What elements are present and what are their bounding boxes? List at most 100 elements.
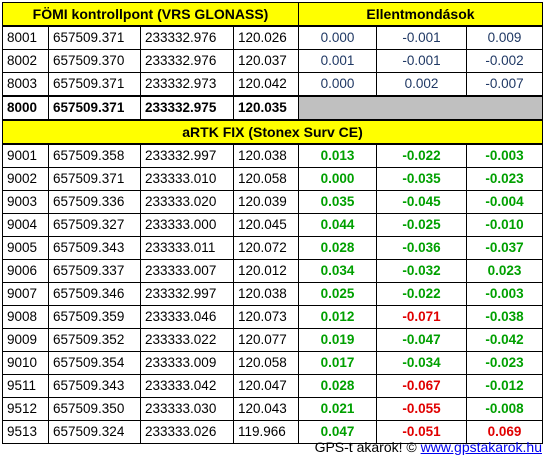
diff-y: 0.002 xyxy=(376,72,467,97)
diff-h: -0.002 xyxy=(466,49,543,73)
diff-x: 0.034 xyxy=(298,259,377,283)
diff-h: -0.012 xyxy=(466,374,543,398)
point-id: 9003 xyxy=(2,190,49,214)
diff-x: 0.000 xyxy=(298,167,377,191)
control-row: 8001 657509.371 233332.976 120.026 0.000 -0.0… xyxy=(2,25,543,50)
point-id: 9009 xyxy=(2,328,49,352)
diff-y: -0.045 xyxy=(376,190,467,214)
diff-y: -0.036 xyxy=(376,236,467,260)
coord-x: 657509.358 xyxy=(48,143,141,168)
diff-h: -0.004 xyxy=(466,190,543,214)
coord-x: 657509.350 xyxy=(48,397,141,421)
coord-h: 120.043 xyxy=(233,397,299,421)
diff-h: -0.023 xyxy=(466,167,543,191)
coord-x: 657509.354 xyxy=(48,351,141,375)
coord-y: 233332.976 xyxy=(140,25,234,50)
diff-y: -0.001 xyxy=(376,25,467,50)
coord-x: 657509.352 xyxy=(48,328,141,352)
diff-y: -0.047 xyxy=(376,328,467,352)
diff-x: 0.019 xyxy=(298,328,377,352)
coord-y: 233333.046 xyxy=(140,305,234,329)
coord-x: 657509.371 xyxy=(48,25,141,50)
artk-row: 9004 657509.327 233333.000 120.045 0.044 -0.0… xyxy=(2,213,543,237)
coord-y: 233332.975 xyxy=(140,95,234,121)
diff-h: -0.003 xyxy=(466,282,543,306)
diff-x: 0.000 xyxy=(298,25,377,50)
coord-y: 233333.020 xyxy=(140,190,234,214)
artk-row: 9005 657509.343 233333.011 120.072 0.028 -0.0… xyxy=(2,236,543,260)
diff-x: 0.035 xyxy=(298,190,377,214)
diff-y: -0.032 xyxy=(376,259,467,283)
diff-h: 0.009 xyxy=(466,25,543,50)
point-id: 9002 xyxy=(2,167,49,191)
point-id: 9001 xyxy=(2,143,49,168)
coord-y: 233332.973 xyxy=(140,72,234,97)
diff-h: -0.037 xyxy=(466,236,543,260)
coord-h: 120.037 xyxy=(233,49,299,73)
diff-x: 0.028 xyxy=(298,374,377,398)
diff-h: 0.023 xyxy=(466,259,543,283)
diff-h: -0.038 xyxy=(466,305,543,329)
point-id: 8003 xyxy=(2,72,49,97)
diff-x: 0.028 xyxy=(298,236,377,260)
control-row: 8003 657509.371 233332.973 120.042 0.000 0.00… xyxy=(2,72,543,97)
mean-row-blank xyxy=(298,95,543,121)
diff-y: -0.055 xyxy=(376,397,467,421)
artk-row: 9008 657509.359 233333.046 120.073 0.012 -0.0… xyxy=(2,305,543,329)
coord-h: 120.035 xyxy=(233,95,299,121)
coord-y: 233333.010 xyxy=(140,167,234,191)
section-header-row: aRTK FIX (Stonex Surv CE) xyxy=(2,119,543,145)
coord-x: 657509.370 xyxy=(48,49,141,73)
point-id: 9010 xyxy=(2,351,49,375)
table-body: FÖMI kontrollpont (VRS GLONASS) Ellentmo… xyxy=(2,2,543,444)
coord-h: 120.012 xyxy=(233,259,299,283)
coord-h: 119.966 xyxy=(233,420,299,444)
footer-text: GPS-t akarok! © xyxy=(314,439,421,455)
point-id: 8001 xyxy=(2,25,49,50)
coord-y: 233333.007 xyxy=(140,259,234,283)
header-row: FÖMI kontrollpont (VRS GLONASS) Ellentmo… xyxy=(2,2,543,27)
diff-x: 0.044 xyxy=(298,213,377,237)
diff-y: -0.034 xyxy=(376,351,467,375)
coord-h: 120.039 xyxy=(233,190,299,214)
diff-y: -0.035 xyxy=(376,167,467,191)
coord-h: 120.042 xyxy=(233,72,299,97)
coord-h: 120.077 xyxy=(233,328,299,352)
coord-h: 120.045 xyxy=(233,213,299,237)
diff-y: -0.022 xyxy=(376,143,467,168)
coord-y: 233333.011 xyxy=(140,236,234,260)
point-id: 9008 xyxy=(2,305,49,329)
coordinates-table: FÖMI kontrollpont (VRS GLONASS) Ellentmo… xyxy=(2,2,543,444)
diff-h: -0.008 xyxy=(466,397,543,421)
diff-h: -0.007 xyxy=(466,72,543,97)
coord-x: 657509.337 xyxy=(48,259,141,283)
coord-h: 120.038 xyxy=(233,282,299,306)
diff-h: -0.003 xyxy=(466,143,543,168)
artk-row: 9512 657509.350 233333.030 120.043 0.021 -0.0… xyxy=(2,397,543,421)
coord-h: 120.026 xyxy=(233,25,299,50)
diff-h: 0.069 xyxy=(466,420,543,444)
coord-h: 120.073 xyxy=(233,305,299,329)
diff-x: 0.017 xyxy=(298,351,377,375)
artk-row: 9007 657509.346 233332.997 120.038 0.025 -0.0… xyxy=(2,282,543,306)
coord-x: 657509.346 xyxy=(48,282,141,306)
artk-row: 9006 657509.337 233333.007 120.012 0.034 -0.0… xyxy=(2,259,543,283)
coord-x: 657509.371 xyxy=(48,72,141,97)
coord-x: 657509.343 xyxy=(48,374,141,398)
diff-x: 0.000 xyxy=(298,72,377,97)
footer-link[interactable]: www.gpstakarok.hu xyxy=(420,439,542,455)
diff-title: Ellentmondások xyxy=(298,2,543,27)
diff-y: -0.067 xyxy=(376,374,467,398)
point-id: 9513 xyxy=(2,420,49,444)
coord-y: 233332.997 xyxy=(140,143,234,168)
coord-h: 120.058 xyxy=(233,167,299,191)
artk-title: aRTK FIX (Stonex Surv CE) xyxy=(2,119,543,145)
artk-row: 9513 657509.324 233333.026 119.966 0.047 -0.0… xyxy=(2,420,543,444)
diff-x: 0.012 xyxy=(298,305,377,329)
diff-h: -0.042 xyxy=(466,328,543,352)
artk-row: 9009 657509.352 233333.022 120.077 0.019 -0.0… xyxy=(2,328,543,352)
coord-y: 233333.026 xyxy=(140,420,234,444)
artk-row: 9010 657509.354 233333.009 120.058 0.017 -0.0… xyxy=(2,351,543,375)
diff-x: 0.025 xyxy=(298,282,377,306)
coord-x: 657509.343 xyxy=(48,236,141,260)
